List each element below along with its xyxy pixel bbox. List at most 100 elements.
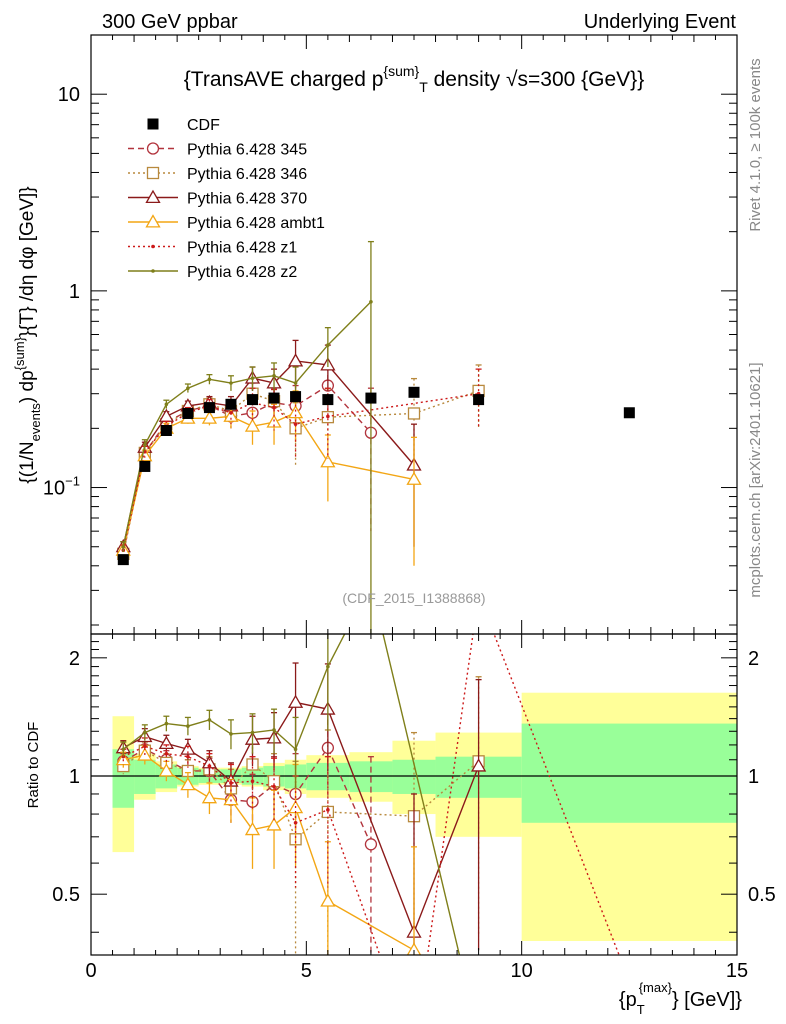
ratio-y-axis-label: Ratio to CDF bbox=[25, 722, 42, 809]
series-marker bbox=[326, 343, 330, 347]
ratio-marker bbox=[293, 820, 298, 825]
analysis-watermark: (CDF_2015_I1388868) bbox=[342, 590, 485, 606]
legend-marker bbox=[151, 269, 155, 273]
main-y-axis-label: {(1/Nevents) dp{sum}}{T} /dη dφ [GeV]} bbox=[12, 186, 43, 483]
x-axis-label: {pT{max}} [GeV]} bbox=[619, 980, 742, 1017]
header-right-label: Underlying Event bbox=[584, 11, 737, 33]
legend-marker bbox=[146, 142, 160, 155]
data-point bbox=[623, 407, 635, 419]
data-point bbox=[160, 424, 172, 436]
ratio-y-tick-label-left: 2 bbox=[69, 648, 80, 670]
ratio-marker bbox=[158, 735, 174, 750]
legend-label: Pythia 6.428 370 bbox=[187, 191, 307, 208]
ratio-marker bbox=[186, 724, 190, 728]
rivet-version-text: Rivet 4.1.0, ≥ 100k events bbox=[747, 58, 764, 231]
ratio-marker bbox=[326, 664, 330, 669]
ratio-marker bbox=[201, 789, 218, 804]
mcplots-reference-text: mcplots.cern.ch [arXiv:2401.10621] bbox=[747, 362, 764, 597]
ratio-y-tick-label-right: 2 bbox=[748, 648, 759, 670]
ratio-marker bbox=[287, 694, 304, 708]
ratio-marker bbox=[320, 893, 336, 907]
series-marker bbox=[244, 418, 261, 432]
ratio-marker bbox=[293, 747, 298, 752]
ratio-series-line bbox=[122, 634, 461, 955]
data-point bbox=[247, 394, 258, 406]
ratio-marker bbox=[229, 781, 233, 785]
ratio-marker bbox=[164, 751, 169, 756]
ratio-marker bbox=[207, 718, 212, 722]
ratio-marker bbox=[272, 728, 276, 732]
legend-label: Pythia 6.428 345 bbox=[187, 142, 307, 159]
ratio-y-tick-label-left: 1 bbox=[69, 766, 80, 788]
data-point bbox=[473, 394, 485, 406]
legend-marker bbox=[145, 214, 161, 228]
series-marker bbox=[293, 422, 298, 426]
ratio-marker bbox=[143, 744, 147, 749]
data-point bbox=[408, 386, 420, 398]
ratio-marker bbox=[143, 730, 147, 735]
legend-label: CDF bbox=[187, 117, 220, 134]
series-marker bbox=[272, 405, 276, 410]
ratio-marker bbox=[229, 732, 233, 736]
series-marker bbox=[406, 471, 422, 485]
series-marker bbox=[186, 386, 190, 390]
data-point bbox=[139, 460, 151, 472]
ratio-marker bbox=[115, 751, 131, 766]
ratio-marker bbox=[326, 808, 330, 812]
main-plot-area bbox=[115, 240, 635, 634]
ratio-y-tick-label-right: 0.5 bbox=[748, 884, 776, 906]
legend-marker bbox=[145, 189, 161, 204]
series-marker bbox=[207, 377, 212, 382]
ratio-marker bbox=[364, 838, 378, 851]
series-marker bbox=[369, 299, 373, 304]
legend-label: Pythia 6.428 z1 bbox=[187, 240, 297, 257]
data-point bbox=[365, 392, 377, 404]
data-point bbox=[322, 394, 334, 406]
series-marker bbox=[287, 353, 304, 367]
ratio-marker bbox=[406, 942, 422, 955]
series-marker bbox=[407, 407, 421, 420]
ratio-stat-band bbox=[521, 723, 737, 823]
legend-marker bbox=[151, 244, 155, 249]
ratio-marker bbox=[207, 764, 212, 768]
ratio-marker bbox=[121, 747, 126, 752]
data-point bbox=[182, 407, 194, 419]
legend-label: Pythia 6.428 ambt1 bbox=[187, 215, 325, 232]
data-point bbox=[268, 392, 280, 404]
ratio-y-tick-label-right: 1 bbox=[748, 766, 759, 788]
y-tick-label: 10−1 bbox=[43, 474, 80, 500]
series-marker bbox=[250, 376, 255, 380]
y-tick-label-base: 10 bbox=[43, 478, 65, 500]
ratio-marker bbox=[266, 817, 282, 831]
y-tick-label-exponent: −1 bbox=[65, 474, 80, 489]
ratio-marker bbox=[223, 791, 239, 806]
series-marker bbox=[293, 381, 298, 385]
y-tick-label: 1 bbox=[69, 281, 80, 303]
ratio-marker bbox=[250, 779, 255, 784]
ratio-marker bbox=[272, 784, 276, 789]
ratio-plot-area bbox=[115, 634, 620, 955]
header-left-label: 300 GeV ppbar bbox=[102, 11, 238, 33]
series-marker bbox=[143, 442, 147, 447]
series-marker bbox=[287, 404, 304, 419]
ratio-marker bbox=[186, 754, 190, 759]
ratio-marker bbox=[250, 730, 255, 735]
ratio-marker bbox=[180, 776, 196, 791]
series-marker bbox=[201, 410, 218, 424]
data-point bbox=[117, 554, 129, 566]
series-marker bbox=[326, 414, 330, 419]
ratio-marker bbox=[244, 821, 261, 836]
data-point bbox=[290, 391, 302, 403]
series-marker bbox=[229, 381, 233, 385]
legend-marker bbox=[146, 166, 160, 180]
ratio-marker bbox=[470, 758, 487, 772]
x-tick-label: 15 bbox=[726, 960, 748, 982]
ratio-marker bbox=[158, 763, 174, 777]
legend-marker bbox=[147, 118, 159, 130]
legend-label: Pythia 6.428 z2 bbox=[187, 264, 297, 281]
ratio-marker bbox=[164, 721, 169, 726]
series-marker bbox=[223, 408, 239, 422]
y-tick-label: 10 bbox=[58, 84, 80, 106]
data-point bbox=[203, 402, 215, 414]
